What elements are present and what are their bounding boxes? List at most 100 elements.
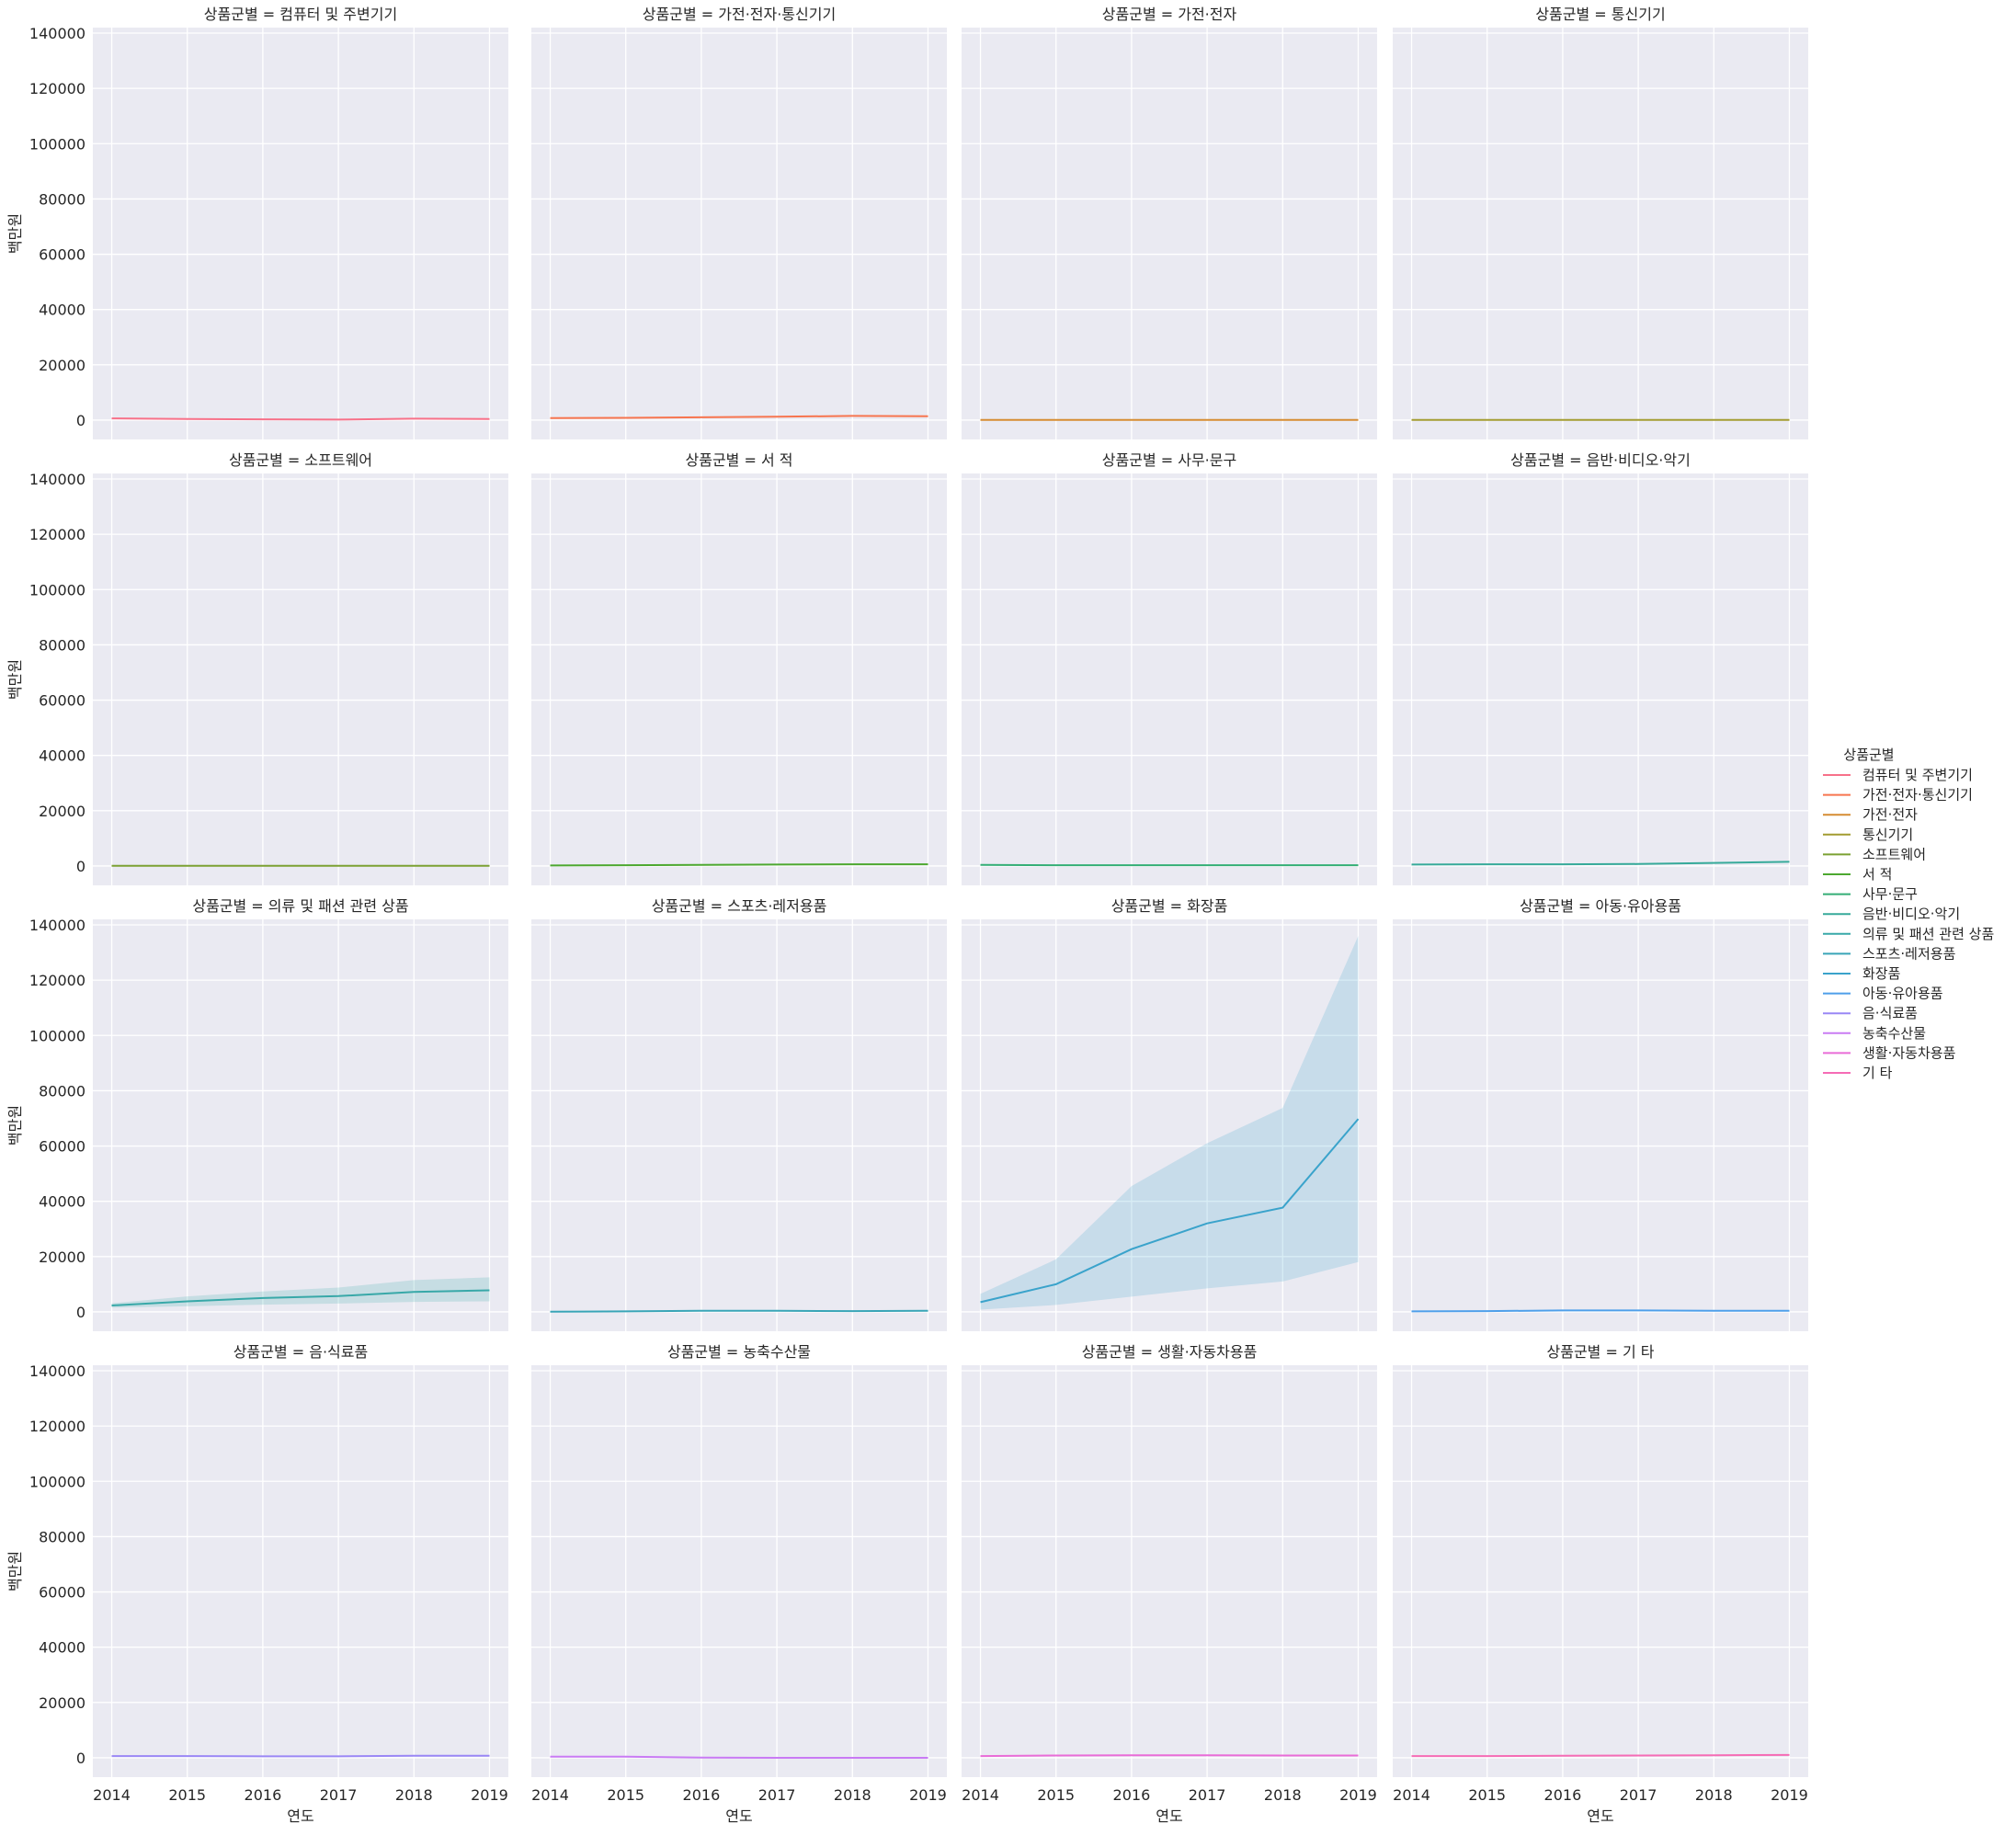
x-axis-label: 연도 <box>1587 1807 1613 1824</box>
data-point <box>850 1309 855 1314</box>
panel-title: 상품군별 = 사무·문구 <box>1102 451 1236 469</box>
series-line <box>1411 1309 1790 1313</box>
legend-item: 기 타 <box>1823 1065 1893 1081</box>
data-point <box>260 1295 265 1300</box>
panel-title: 상품군별 = 음반·비디오·악기 <box>1510 451 1691 469</box>
x-tick-label: 2019 <box>1771 1786 1808 1804</box>
x-tick-label: 2019 <box>1339 1786 1377 1804</box>
series-line <box>111 1289 490 1306</box>
data-point <box>978 417 983 422</box>
data-point <box>109 1754 114 1759</box>
x-axis-label: 연도 <box>1156 1807 1182 1824</box>
data-point <box>1636 861 1641 866</box>
series-line <box>550 1309 928 1313</box>
y-tick-label: 40000 <box>39 302 85 319</box>
panel-background <box>1393 473 1808 885</box>
panel-background <box>531 28 947 439</box>
y-tick-label: 0 <box>76 1304 85 1321</box>
data-point <box>699 415 703 419</box>
panel-9: 상품군별 = 의류 및 패션 관련 상품 0 20000 40000 60000 8000… <box>6 897 508 1331</box>
data-point <box>1560 862 1565 867</box>
legend-item: 아동·유아용품 <box>1823 986 1943 1002</box>
data-point <box>775 1755 780 1760</box>
data-point <box>412 1290 416 1294</box>
data-point <box>850 1755 855 1760</box>
data-point <box>185 863 189 868</box>
data-point <box>1281 1753 1285 1758</box>
data-point <box>1787 1308 1792 1313</box>
legend-label: 음·식료품 <box>1862 1005 1918 1021</box>
x-tick-label: 2017 <box>1189 1786 1226 1804</box>
legend-label: 통신기기 <box>1862 826 1913 843</box>
legend-label: 화장품 <box>1862 965 1900 982</box>
data-point <box>1560 417 1565 422</box>
data-point <box>1356 417 1361 422</box>
panel-background <box>531 473 947 885</box>
panel-10: 상품군별 = 스포츠·레저용품 <box>531 897 947 1331</box>
x-tick-label: 2015 <box>1468 1786 1506 1804</box>
x-tick-label: 2016 <box>683 1786 721 1804</box>
data-point <box>1485 1754 1489 1759</box>
y-axis-label: 백만원 <box>6 1551 24 1591</box>
data-point <box>109 1304 114 1308</box>
legend-item: 사무·문구 <box>1823 886 1918 903</box>
legend-label: 음반·비디오·악기 <box>1862 906 1960 922</box>
series-line <box>111 417 490 421</box>
data-point <box>699 1755 703 1760</box>
panel-14: 상품군별 = 농축수산물 2014 2015 2016 2017 2018 2019 연도 <box>531 1343 947 1824</box>
data-point <box>1205 417 1210 422</box>
panel-background <box>93 919 508 1331</box>
x-tick-label: 2015 <box>1037 1786 1075 1804</box>
data-point <box>1281 1205 1285 1210</box>
y-tick-label: 40000 <box>39 1639 85 1657</box>
legend-item: 농축수산물 <box>1823 1025 1926 1042</box>
data-point <box>1636 417 1641 422</box>
legend-label: 가전·전자 <box>1862 806 1918 823</box>
panel-background <box>93 1365 508 1777</box>
x-tick-label: 2014 <box>93 1786 131 1804</box>
data-point <box>487 1753 492 1758</box>
y-tick-label: 40000 <box>39 747 85 765</box>
legend-label: 서 적 <box>1862 866 1892 883</box>
data-point <box>1485 417 1489 422</box>
data-point <box>548 1754 552 1759</box>
series-line <box>1411 861 1790 866</box>
x-tick-label: 2015 <box>607 1786 644 1804</box>
data-point <box>1205 1221 1210 1226</box>
y-tick-label: 20000 <box>39 1694 85 1712</box>
panel-5: 상품군별 = 소프트웨어 0 20000 40000 60000 80000 100000 1… <box>6 451 508 885</box>
panel-title: 상품군별 = 아동·유아용품 <box>1520 897 1681 915</box>
legend-label: 사무·문구 <box>1862 886 1918 903</box>
panel-title: 상품군별 = 농축수산물 <box>667 1343 811 1361</box>
data-point <box>623 863 628 868</box>
data-point <box>487 863 492 868</box>
y-tick-label: 20000 <box>39 357 85 374</box>
data-point <box>775 415 780 419</box>
data-point <box>185 416 189 421</box>
x-tick-label: 2017 <box>320 1786 358 1804</box>
data-point <box>926 1308 930 1313</box>
panel-16: 상품군별 = 기 타 2014 2015 2016 2017 2018 2019 연도 <box>1393 1343 1808 1824</box>
panel-background <box>1393 919 1808 1331</box>
y-tick-label: 100000 <box>29 1027 85 1044</box>
panel-15: 상품군별 = 생활·자동차용품 2014 2015 2016 2017 2018 2019 연… <box>962 1343 1377 1824</box>
legend-label: 가전·전자·통신기기 <box>1862 787 1973 804</box>
data-point <box>1712 861 1716 865</box>
legend-label: 스포츠·레저용품 <box>1862 945 1955 962</box>
data-point <box>109 863 114 868</box>
data-point <box>487 416 492 421</box>
panel-background <box>1393 1365 1808 1777</box>
panel-background <box>93 473 508 885</box>
y-tick-label: 140000 <box>29 25 85 42</box>
data-point <box>1636 1753 1641 1758</box>
panel-title: 상품군별 = 기 타 <box>1547 1343 1655 1361</box>
x-tick-label: 2016 <box>245 1786 282 1804</box>
panel-title: 상품군별 = 컴퓨터 및 주변기기 <box>204 6 397 23</box>
panel-background <box>1393 28 1808 439</box>
legend-item: 의류 및 패션 관련 상품 <box>1823 926 1994 942</box>
data-point <box>1787 860 1792 864</box>
data-point <box>412 863 416 868</box>
data-point <box>336 1754 341 1759</box>
data-point <box>487 1288 492 1293</box>
data-point <box>260 1754 265 1759</box>
